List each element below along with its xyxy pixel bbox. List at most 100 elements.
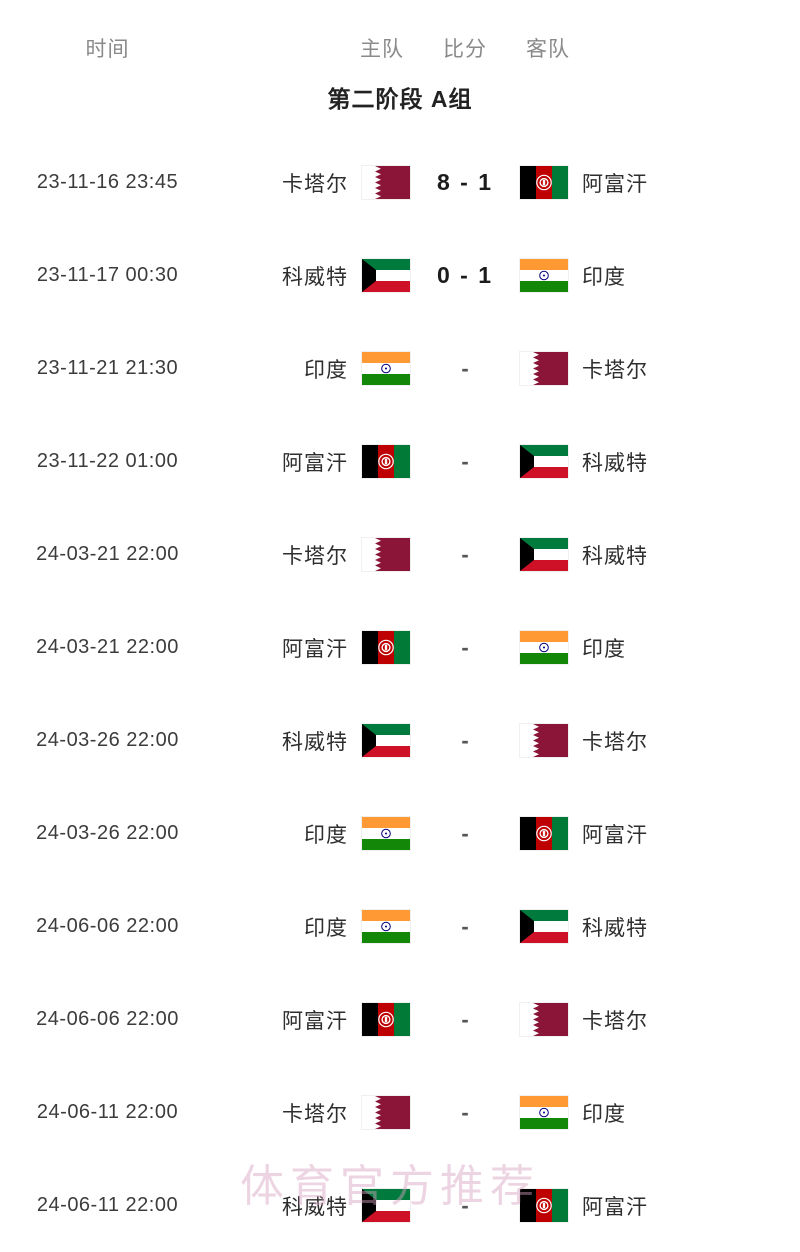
away-team[interactable]: 印度 xyxy=(520,631,800,664)
match-score: - xyxy=(461,913,469,939)
home-team[interactable]: 印度 xyxy=(215,910,410,943)
table-row[interactable]: 24-03-26 22:00 科威特 - 卡塔尔 xyxy=(0,694,800,787)
match-score: - xyxy=(461,355,469,381)
away-team[interactable]: 卡塔尔 xyxy=(520,1003,800,1036)
table-row[interactable]: 24-03-21 22:00 阿富汗 - 印度 xyxy=(0,601,800,694)
flag-icon-india xyxy=(362,352,410,385)
away-team[interactable]: 阿富汗 xyxy=(520,1189,800,1222)
away-team[interactable]: 印度 xyxy=(520,259,800,292)
away-team-name: 科威特 xyxy=(582,451,648,475)
home-team[interactable]: 科威特 xyxy=(215,1189,410,1222)
match-score: - xyxy=(461,820,469,846)
flag-icon-qatar xyxy=(362,1096,410,1129)
home-team[interactable]: 卡塔尔 xyxy=(215,538,410,571)
table-row[interactable]: 23-11-21 21:30 印度 - 卡塔尔 xyxy=(0,322,800,415)
flag-icon-qatar xyxy=(520,352,568,385)
match-time: 24-03-21 22:00 xyxy=(36,636,179,658)
home-team[interactable]: 卡塔尔 xyxy=(215,1096,410,1129)
home-team[interactable]: 阿富汗 xyxy=(215,1003,410,1036)
flag-icon-afghanistan xyxy=(520,166,568,199)
away-team-name: 阿富汗 xyxy=(582,823,648,847)
flag-icon-qatar xyxy=(362,166,410,199)
home-team-name: 印度 xyxy=(304,823,348,847)
flag-icon-qatar xyxy=(520,724,568,757)
home-team[interactable]: 科威特 xyxy=(215,724,410,757)
table-row[interactable]: 23-11-17 00:30 科威特 0 - 1 印度 xyxy=(0,229,800,322)
table-row[interactable]: 24-06-06 22:00 印度 - 科威特 xyxy=(0,880,800,973)
match-time: 24-06-06 22:00 xyxy=(36,915,179,937)
match-list: 23-11-16 23:45 卡塔尔 8 - 1 阿富汗 23-11-17 00:30 科… xyxy=(0,136,800,1252)
home-team-name: 科威特 xyxy=(282,265,348,289)
match-time: 23-11-21 21:30 xyxy=(36,357,179,379)
away-team-name: 卡塔尔 xyxy=(582,1009,648,1033)
home-team-name: 印度 xyxy=(304,358,348,382)
away-team[interactable]: 卡塔尔 xyxy=(520,352,800,385)
table-row[interactable]: 24-03-21 22:00 卡塔尔 - 科威特 xyxy=(0,508,800,601)
match-time: 24-06-11 22:00 xyxy=(36,1194,179,1216)
home-team[interactable]: 印度 xyxy=(215,352,410,385)
table-row[interactable]: 24-06-11 22:00 卡塔尔 - 印度 xyxy=(0,1066,800,1159)
away-team-name: 印度 xyxy=(582,637,626,661)
away-team[interactable]: 印度 xyxy=(520,1096,800,1129)
match-time: 24-06-11 22:00 xyxy=(36,1101,179,1123)
match-score: - xyxy=(461,727,469,753)
match-time: 24-06-06 22:00 xyxy=(36,1008,179,1030)
away-team[interactable]: 科威特 xyxy=(520,445,800,478)
table-header: 时间 主队 比分 客队 xyxy=(0,0,800,78)
table-row[interactable]: 23-11-22 01:00 阿富汗 - 科威特 xyxy=(0,415,800,508)
flag-icon-afghanistan xyxy=(362,631,410,664)
match-time: 24-03-26 22:00 xyxy=(36,822,179,844)
away-team-name: 阿富汗 xyxy=(582,1195,648,1219)
away-team-name: 科威特 xyxy=(582,544,648,568)
home-team-name: 科威特 xyxy=(282,730,348,754)
column-header-away: 客队 xyxy=(526,38,570,61)
match-score: - xyxy=(461,634,469,660)
home-team-name: 卡塔尔 xyxy=(282,1102,348,1126)
match-time: 23-11-22 01:00 xyxy=(36,450,179,472)
away-team-name: 印度 xyxy=(582,265,626,289)
flag-icon-kuwait xyxy=(362,724,410,757)
away-team[interactable]: 科威特 xyxy=(520,910,800,943)
flag-icon-india xyxy=(362,910,410,943)
flag-icon-kuwait xyxy=(362,259,410,292)
flag-icon-qatar xyxy=(362,538,410,571)
home-team-name: 阿富汗 xyxy=(282,1009,348,1033)
home-team[interactable]: 印度 xyxy=(215,817,410,850)
flag-icon-india xyxy=(362,817,410,850)
column-header-time: 时间 xyxy=(85,38,130,61)
home-team-name: 卡塔尔 xyxy=(282,544,348,568)
home-team[interactable]: 阿富汗 xyxy=(215,445,410,478)
home-team[interactable]: 卡塔尔 xyxy=(215,166,410,199)
match-score: 8 - 1 xyxy=(436,169,494,195)
home-team[interactable]: 科威特 xyxy=(215,259,410,292)
match-score: - xyxy=(461,1192,469,1218)
home-team[interactable]: 阿富汗 xyxy=(215,631,410,664)
flag-icon-afghanistan xyxy=(362,1003,410,1036)
match-time: 23-11-16 23:45 xyxy=(36,171,179,193)
away-team-name: 卡塔尔 xyxy=(582,358,648,382)
away-team[interactable]: 阿富汗 xyxy=(520,817,800,850)
match-time: 24-03-26 22:00 xyxy=(36,729,179,751)
column-header-score: 比分 xyxy=(443,38,487,61)
flag-icon-afghanistan xyxy=(520,817,568,850)
flag-icon-afghanistan xyxy=(362,445,410,478)
match-score: - xyxy=(461,541,469,567)
table-row[interactable]: 24-06-11 22:00 科威特 - 阿富汗 xyxy=(0,1159,800,1252)
away-team[interactable]: 科威特 xyxy=(520,538,800,571)
table-row[interactable]: 23-11-16 23:45 卡塔尔 8 - 1 阿富汗 xyxy=(0,136,800,229)
home-team-name: 科威特 xyxy=(282,1195,348,1219)
flag-icon-india xyxy=(520,631,568,664)
flag-icon-kuwait xyxy=(520,910,568,943)
flag-icon-kuwait xyxy=(520,538,568,571)
home-team-name: 阿富汗 xyxy=(282,451,348,475)
match-time: 23-11-17 00:30 xyxy=(36,264,179,286)
table-row[interactable]: 24-06-06 22:00 阿富汗 - 卡塔尔 xyxy=(0,973,800,1066)
match-score: 0 - 1 xyxy=(436,262,494,288)
table-row[interactable]: 24-03-26 22:00 印度 - 阿富汗 xyxy=(0,787,800,880)
away-team[interactable]: 卡塔尔 xyxy=(520,724,800,757)
away-team-name: 科威特 xyxy=(582,916,648,940)
away-team-name: 阿富汗 xyxy=(582,172,648,196)
home-team-name: 卡塔尔 xyxy=(282,172,348,196)
match-time: 24-03-21 22:00 xyxy=(36,543,179,565)
away-team[interactable]: 阿富汗 xyxy=(520,166,800,199)
